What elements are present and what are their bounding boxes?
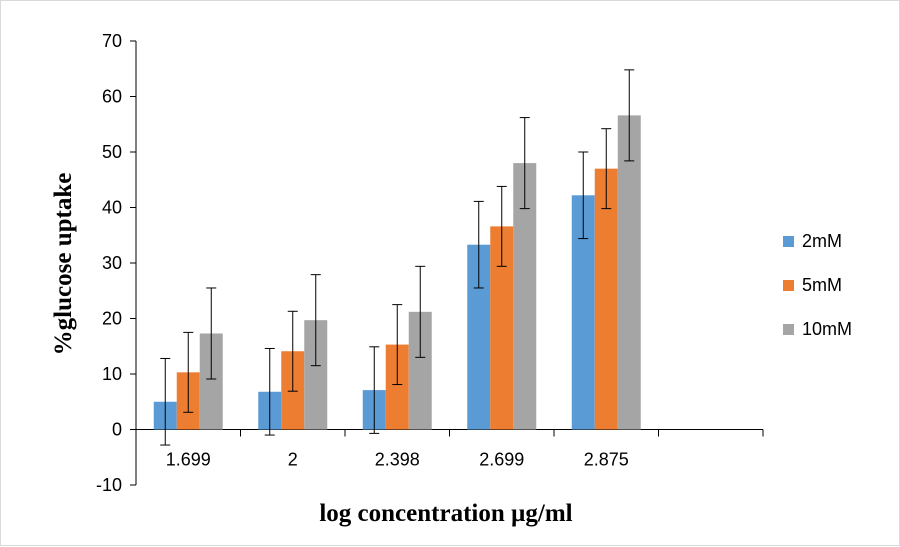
y-tick-label: 10 — [102, 364, 122, 384]
bar — [199, 333, 223, 430]
legend-label: 2mM — [802, 231, 842, 251]
legend-label: 5mM — [802, 275, 842, 295]
x-tick-label: 2 — [288, 450, 298, 470]
y-tick-label: -10 — [96, 475, 122, 495]
y-tick-label: 70 — [102, 31, 122, 51]
y-tick-label: 0 — [112, 420, 122, 440]
x-tick-label: 2.699 — [479, 450, 524, 470]
bar — [571, 195, 595, 430]
legend-label: 10mM — [802, 319, 852, 339]
bar — [408, 311, 432, 430]
legend-swatch — [783, 280, 794, 291]
error-bars — [160, 69, 635, 446]
tick-labels: -10 0 10 20 30 40 50 60 70 1.699 2 2.398 2.699 2.875 — [96, 31, 629, 495]
x-tick-label: 2.875 — [584, 450, 629, 470]
bar — [617, 115, 641, 430]
bar — [490, 226, 514, 430]
y-tick-label: 20 — [102, 309, 122, 329]
legend: 2mM 5mM 10mM — [783, 231, 852, 339]
legend-swatch — [783, 324, 794, 335]
x-tick-label: 2.398 — [375, 450, 420, 470]
bars — [153, 115, 641, 430]
y-tick-label: 60 — [102, 87, 122, 107]
bar — [594, 168, 618, 430]
y-axis-title: %glucose uptake — [50, 173, 77, 356]
x-axis-title: log concentration µg/ml — [319, 500, 572, 527]
bar — [513, 163, 537, 430]
y-tick-label: 50 — [102, 142, 122, 162]
legend-swatch — [783, 236, 794, 247]
bar — [304, 320, 328, 430]
bar — [467, 244, 491, 430]
x-tick-label: 1.699 — [166, 450, 211, 470]
bar — [385, 344, 409, 430]
axes — [130, 40, 764, 486]
y-tick-label: 40 — [102, 198, 122, 218]
y-tick-label: 30 — [102, 253, 122, 273]
